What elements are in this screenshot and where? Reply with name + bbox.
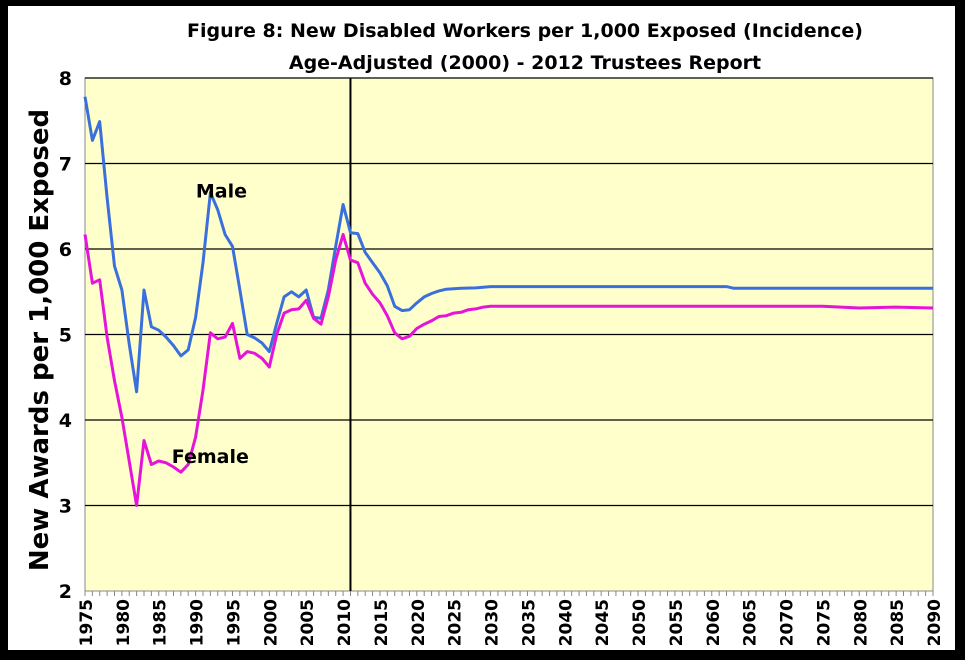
x-tick-label: 2080 bbox=[851, 599, 871, 646]
x-tick-label: 2015 bbox=[372, 599, 392, 646]
chart-subtitle: Age-Adjusted (2000) - 2012 Trustees Repo… bbox=[289, 52, 761, 74]
x-tick-label: 1985 bbox=[151, 599, 171, 646]
series-label-female: Female bbox=[172, 446, 249, 468]
x-tick-label: 2040 bbox=[556, 599, 576, 646]
x-tick-label: 2045 bbox=[593, 599, 613, 646]
series-line-male bbox=[83, 96, 933, 394]
x-tick-label: 2070 bbox=[778, 599, 798, 646]
x-tick-label: 2005 bbox=[298, 599, 318, 646]
x-tick-label: 2090 bbox=[925, 599, 945, 646]
x-tick-label: 2010 bbox=[335, 599, 355, 646]
x-tick-label: 2020 bbox=[409, 599, 429, 646]
y-tick-label: 4 bbox=[59, 410, 72, 432]
x-tick-label: 2035 bbox=[519, 599, 539, 646]
y-tick-label: 3 bbox=[59, 496, 72, 518]
x-tick-label: 2050 bbox=[630, 599, 650, 646]
x-tick-label: 1990 bbox=[188, 599, 208, 646]
x-tick-label: 2060 bbox=[704, 599, 724, 646]
x-tick-label: 2065 bbox=[741, 599, 761, 646]
x-tick-label: 2030 bbox=[483, 599, 503, 646]
x-tick-label: 2055 bbox=[667, 599, 687, 646]
y-tick-label: 5 bbox=[59, 325, 72, 347]
y-tick-label: 6 bbox=[59, 239, 72, 261]
y-tick-label: 8 bbox=[59, 68, 72, 90]
x-tick-label: 1980 bbox=[114, 599, 134, 646]
chart-title: Figure 8: New Disabled Workers per 1,000… bbox=[187, 20, 863, 42]
x-tick-label: 2025 bbox=[446, 599, 466, 646]
x-tick-label: 2085 bbox=[888, 599, 908, 646]
x-tick-label: 1995 bbox=[224, 599, 244, 646]
series-label-male: Male bbox=[196, 181, 247, 203]
y-tick-label: 2 bbox=[59, 581, 72, 603]
x-tick-label: 2000 bbox=[261, 599, 281, 646]
x-tick-label: 1975 bbox=[77, 599, 97, 646]
series-line-female bbox=[83, 233, 934, 507]
y-axis-label: New Awards per 1,000 Exposed bbox=[25, 109, 55, 571]
x-tick-label: 2075 bbox=[814, 599, 834, 646]
y-tick-label: 7 bbox=[59, 154, 72, 176]
